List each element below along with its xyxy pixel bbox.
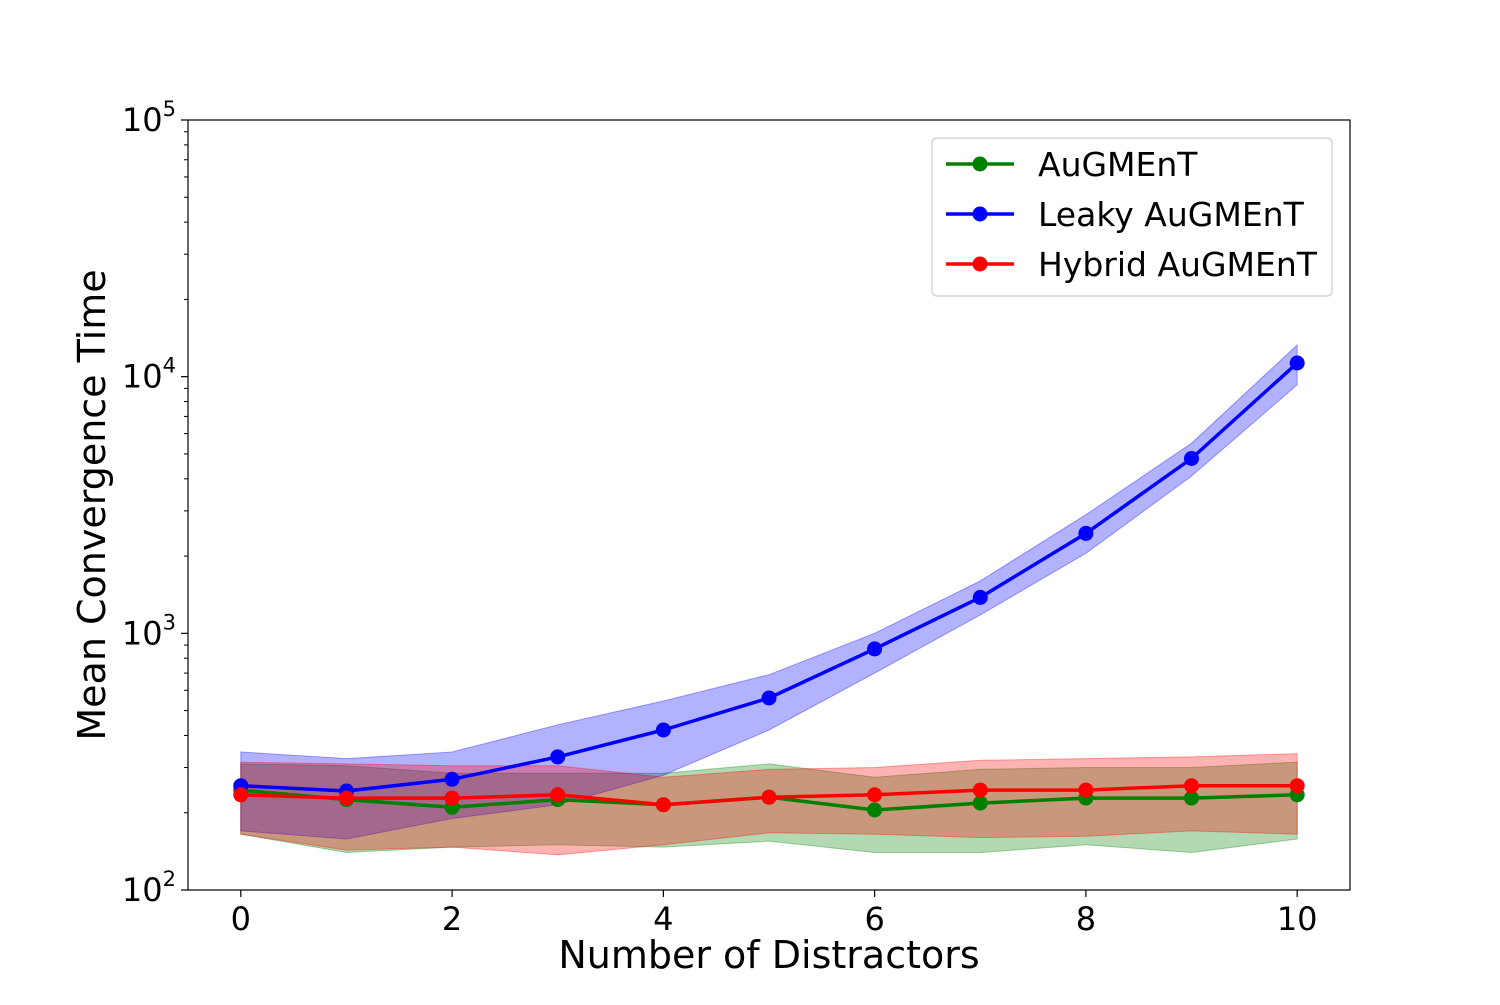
x-axis-ticks: 0 2 4 6 8 10 <box>231 890 1318 938</box>
legend-label-2: Hybrid AuGMEnT <box>1038 245 1318 284</box>
legend-box <box>931 137 1333 297</box>
point-series-1-7 <box>972 589 988 605</box>
point-series-2-4 <box>655 797 671 813</box>
point-series-1-9 <box>1184 451 1199 466</box>
point-series-2-2 <box>444 790 460 806</box>
y-axis-ticks: 102 103 104 105 <box>122 97 188 909</box>
point-series-2-9 <box>1184 778 1199 794</box>
x-tick-label: 0 <box>231 900 251 938</box>
x-axis-label: Number of Distractors <box>558 933 979 977</box>
y-tick-label: 102 <box>122 867 176 909</box>
point-series-2-10 <box>1289 778 1305 794</box>
y-tick-label: 104 <box>122 354 176 396</box>
point-series-2-1 <box>339 790 354 806</box>
plot-area-frame <box>187 119 1351 891</box>
confidence-bands <box>240 343 1298 856</box>
y-axis-label: Mean Convergence Time <box>70 269 114 740</box>
point-series-1-10 <box>1289 355 1305 371</box>
point-series-0-7 <box>972 795 988 811</box>
band-series-0 <box>240 761 1298 854</box>
point-series-2-6 <box>867 787 883 803</box>
x-tick-label: 2 <box>442 900 462 938</box>
point-series-2-3 <box>550 787 566 803</box>
point-series-0-9 <box>1184 790 1199 806</box>
point-series-2-5 <box>761 789 777 805</box>
legend-label-0: AuGMEnT <box>1038 145 1198 184</box>
point-series-1-2 <box>444 771 460 787</box>
x-tick-label: 6 <box>864 900 884 938</box>
point-series-2-8 <box>1078 782 1094 798</box>
point-series-1-5 <box>761 690 777 706</box>
y-tick-label: 105 <box>122 97 176 139</box>
legend-marker-0 <box>972 156 988 172</box>
legend-marker-2 <box>972 256 988 272</box>
x-tick-label: 8 <box>1076 900 1096 938</box>
legend: AuGMEnT Leaky AuGMEnT Hybrid AuGMEnT <box>931 137 1333 297</box>
series-points <box>233 355 1305 818</box>
legend-label-1: Leaky AuGMEnT <box>1038 195 1305 234</box>
legend-marker-1 <box>972 206 988 222</box>
point-series-2-0 <box>233 787 249 803</box>
point-series-1-3 <box>550 749 566 765</box>
point-series-2-7 <box>972 782 988 798</box>
y-tick-label: 103 <box>122 610 176 652</box>
point-series-1-6 <box>867 641 883 657</box>
x-tick-label: 4 <box>653 900 673 938</box>
point-series-1-4 <box>655 722 671 738</box>
point-series-1-8 <box>1078 525 1094 541</box>
series-lines <box>240 361 1299 812</box>
x-tick-label: 10 <box>1277 900 1318 938</box>
point-series-0-6 <box>867 802 883 818</box>
